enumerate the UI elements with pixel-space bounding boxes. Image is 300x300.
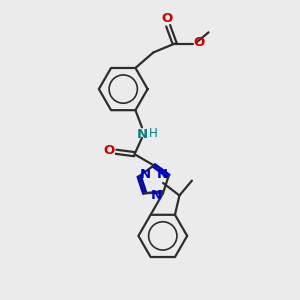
Text: H: H xyxy=(149,128,158,140)
Text: O: O xyxy=(161,12,172,26)
Text: N: N xyxy=(157,168,168,181)
Text: N: N xyxy=(151,189,162,202)
Text: N: N xyxy=(137,128,148,141)
Text: N: N xyxy=(140,168,151,181)
Text: O: O xyxy=(103,144,114,157)
Text: O: O xyxy=(194,36,205,49)
